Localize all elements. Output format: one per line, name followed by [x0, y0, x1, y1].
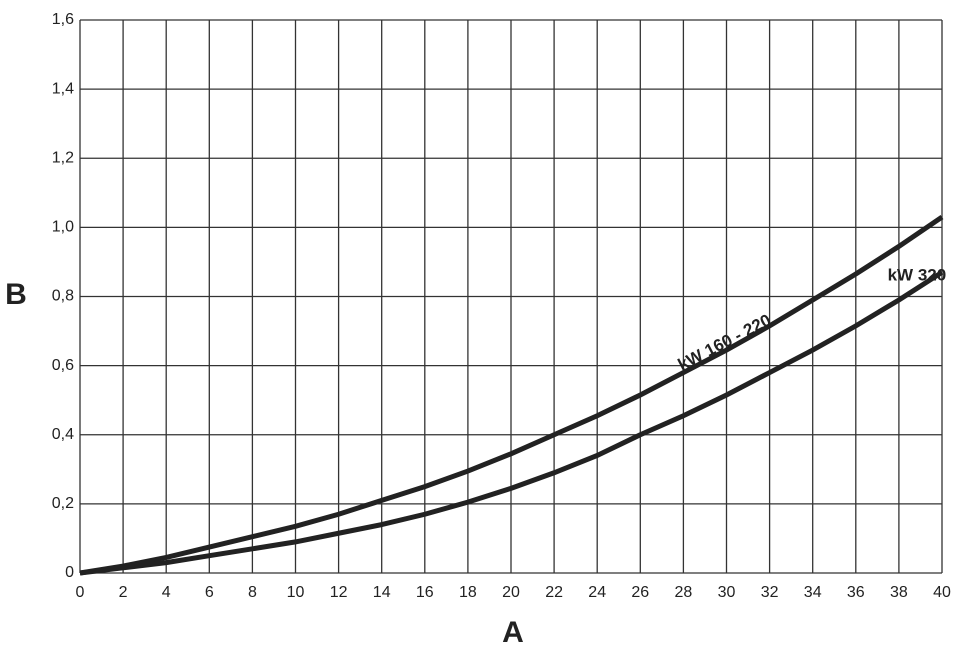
- x-tick-label: 26: [631, 584, 649, 601]
- x-tick-label: 32: [761, 584, 779, 601]
- y-tick-label: 1,4: [52, 80, 74, 97]
- y-axis-label: B: [5, 278, 27, 311]
- x-tick-label: 30: [718, 584, 736, 601]
- x-tick-label: 28: [675, 584, 693, 601]
- x-axis-label: A: [502, 616, 524, 649]
- series-label: kW 320: [888, 265, 947, 284]
- y-tick-label: 1,6: [52, 11, 74, 28]
- x-tick-label: 14: [373, 584, 391, 601]
- series-line: [79, 270, 944, 576]
- y-tick-label: 0,2: [52, 495, 74, 512]
- x-tick-label: 0: [76, 584, 85, 601]
- y-tick-label: 0,4: [52, 426, 74, 443]
- x-tick-label: 12: [330, 584, 348, 601]
- series-line: [79, 214, 944, 576]
- y-tick-label: 1,0: [52, 219, 74, 236]
- x-tick-label: 10: [287, 584, 305, 601]
- x-tick-label: 38: [890, 584, 908, 601]
- x-tick-label: 2: [119, 584, 128, 601]
- x-tick-label: 34: [804, 584, 822, 601]
- x-tick-label: 16: [416, 584, 434, 601]
- x-tick-label: 40: [933, 584, 951, 601]
- y-tick-label: 1,2: [52, 149, 74, 166]
- x-tick-label: 24: [588, 584, 606, 601]
- series-label: kW 160 - 220: [675, 310, 774, 374]
- x-tick-label: 18: [459, 584, 477, 601]
- y-tick-label: 0,8: [52, 288, 74, 305]
- x-tick-label: 22: [545, 584, 563, 601]
- x-tick-label: 20: [502, 584, 520, 601]
- x-tick-label: 6: [205, 584, 214, 601]
- x-tick-label: 8: [248, 584, 257, 601]
- y-tick-label: 0: [65, 564, 74, 581]
- x-tick-label: 4: [162, 584, 171, 601]
- y-tick-label: 0,6: [52, 357, 74, 374]
- x-tick-label: 36: [847, 584, 865, 601]
